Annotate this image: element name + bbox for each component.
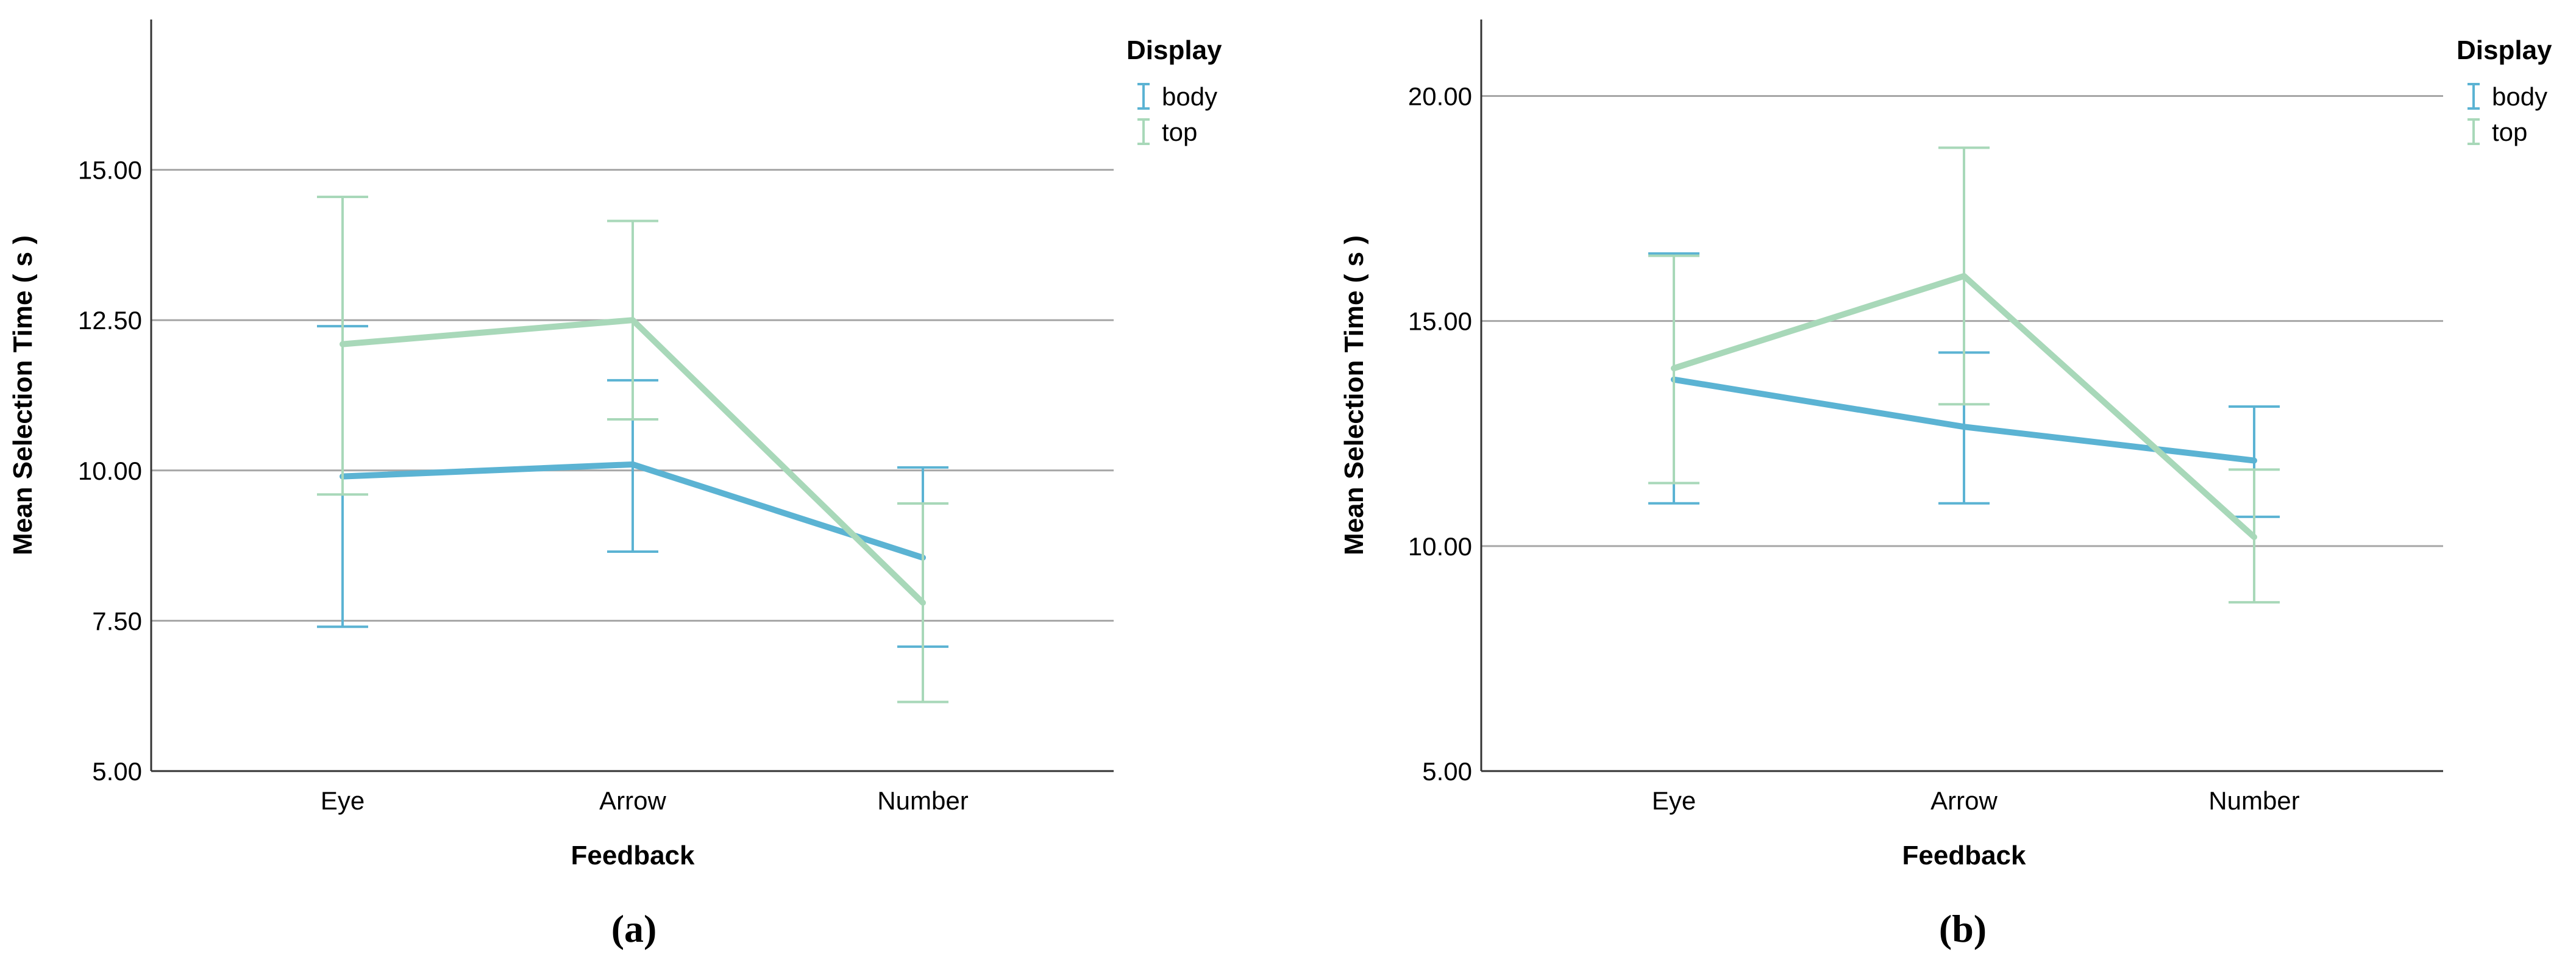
y-axis-title: Mean Selection Time ( s ) — [1339, 235, 1369, 555]
y-tick-label: 20.00 — [1408, 82, 1472, 111]
y-tick-label: 7.50 — [92, 606, 142, 635]
legend: Display body top — [2457, 35, 2552, 146]
y-tick-label: 5.00 — [92, 757, 142, 786]
x-tick-label: Eye — [1652, 786, 1696, 815]
x-tick-label: Arrow — [1930, 786, 1998, 815]
series-line-top — [1671, 272, 2257, 541]
y-tick-label: 10.00 — [78, 457, 142, 485]
x-tick-label: Eye — [321, 786, 365, 815]
legend-title: Display — [2457, 35, 2552, 65]
x-tick-label: Arrow — [599, 786, 666, 815]
chart-panel-a: 5.00 7.50 10.00 12.50 15.00 Eye Arrow Number Fee… — [8, 20, 1222, 950]
legend-title: Display — [1126, 35, 1222, 65]
chart-panel-b: 5.00 10.00 15.00 20.00 Eye Arrow Number Feedbac… — [1339, 20, 2552, 950]
y-tick-label: 15.00 — [78, 156, 142, 185]
series-line-top — [340, 317, 926, 606]
y-axis-title: Mean Selection Time ( s ) — [8, 235, 38, 555]
series-line-body — [340, 461, 926, 561]
x-tick-label: Number — [2208, 786, 2299, 815]
legend: Display body top — [1126, 35, 1222, 146]
y-tick-label: 10.00 — [1408, 532, 1472, 561]
legend-label-body: body — [1162, 82, 1217, 111]
legend-label-top: top — [1162, 118, 1197, 146]
legend-label-body: body — [2492, 82, 2547, 111]
panel-caption: (b) — [1939, 907, 1987, 950]
panel-caption: (a) — [611, 907, 657, 950]
x-tick-label: Number — [877, 786, 968, 815]
x-axis-title: Feedback — [1902, 841, 2027, 870]
x-axis-title: Feedback — [571, 841, 696, 870]
y-tick-label: 15.00 — [1408, 307, 1472, 336]
series-top — [317, 195, 948, 703]
series-top — [1648, 146, 2280, 604]
legend-label-top: top — [2492, 118, 2527, 146]
y-tick-label: 12.50 — [78, 306, 142, 335]
y-tick-label: 5.00 — [1422, 757, 1472, 786]
